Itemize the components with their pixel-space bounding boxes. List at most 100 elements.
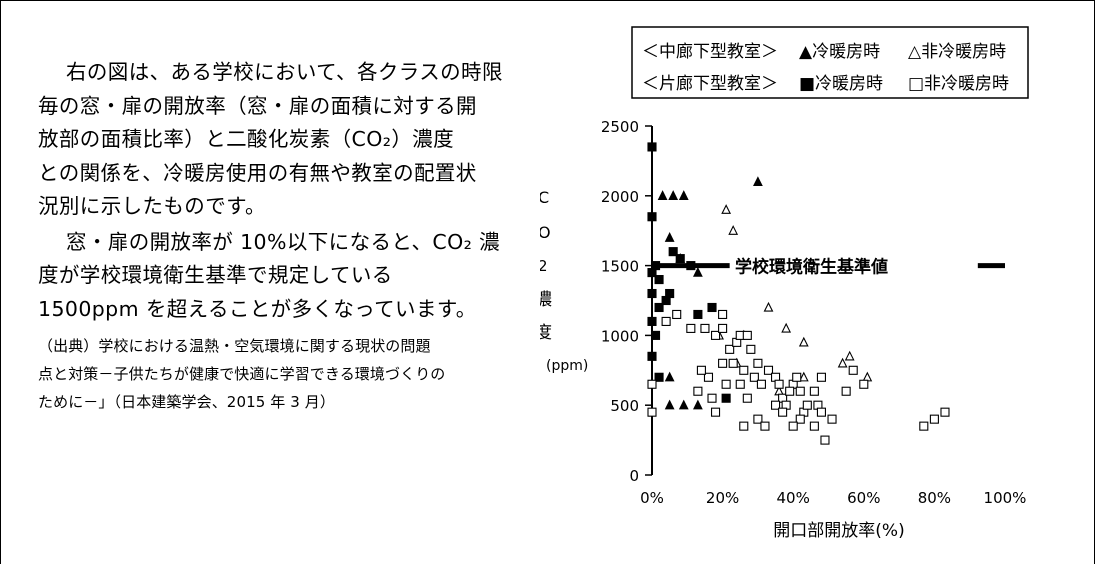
data-point-square-filled: [647, 212, 657, 222]
paragraph-2-line-2: 度が学校環境衛生基準で規定している: [38, 263, 393, 287]
data-point-square-filled: [650, 330, 661, 340]
scatter-chart: ＜中廊下型教室＞ ▲冷暖房時 △非冷暖房時 ＜片廊下型教室＞ ■冷暖房時 □非冷…: [540, 26, 1029, 541]
data-point-triangle-open: [763, 301, 774, 312]
data-point-square-open: [710, 330, 721, 340]
data-point-square-open: [795, 386, 805, 396]
paragraph-2-line-3: 1500ppm を超えることが多くなっています。: [38, 296, 477, 321]
data-point-square-open: [771, 400, 781, 410]
data-point-square-filled: [650, 261, 661, 271]
data-point-square-open: [763, 365, 774, 375]
data-point-square-filled: [647, 142, 657, 152]
data-point-square-filled: [675, 254, 685, 264]
data-point-triangle-filled: [657, 190, 668, 200]
legend-item-triangle-open: △非冷暖房時: [908, 42, 1006, 62]
y-tick-label: 2500: [601, 118, 639, 136]
paragraph-1-line-5: 況別に示したものです。: [38, 194, 266, 218]
explanation-text: 右の図は、ある学校において、各クラスの時限 毎の窓・扉の開放率（窓・扉の面積に対…: [38, 56, 558, 416]
data-point-square-open: [703, 372, 714, 382]
data-point-square-open: [753, 414, 763, 424]
legend-group-1: ＜中廊下型教室＞: [642, 42, 778, 62]
data-point-square-filled: [668, 247, 678, 257]
data-point-triangle-filled: [678, 399, 689, 410]
data-point-square-open: [774, 379, 784, 389]
legend-group-2: ＜片廊下型教室＞: [642, 74, 778, 94]
x-tick-label: 0%: [640, 489, 664, 507]
data-point-square-open: [788, 421, 798, 431]
data-point-square-open: [742, 330, 752, 340]
data-point-square-open: [792, 372, 802, 382]
data-point-square-open: [919, 421, 929, 431]
frame-gap: [1, 548, 1094, 564]
y-tick-label: 500: [610, 397, 639, 415]
data-point-square-open: [739, 365, 749, 375]
legend-item-triangle-filled: ▲冷暖房時: [799, 42, 880, 62]
data-point-square-open: [940, 407, 950, 417]
paragraph-2: 窓・扉の開放率が 10%以下になると、CO₂ 濃 度が学校環境衛生基準で規定して…: [38, 226, 558, 327]
source-line-3: ために－」（日本建築学会、2015 年 3 月）: [38, 393, 335, 411]
data-point-square-open: [760, 421, 770, 431]
data-point-square-open: [859, 379, 869, 389]
data-point-square-open: [746, 344, 756, 354]
paragraph-1-line-3: 放部の面積比率）と二酸化炭素（CO₂）濃度: [38, 127, 455, 151]
data-point-square-open: [785, 386, 795, 396]
data-point-triangle-open: [728, 225, 739, 235]
data-point-square-open: [802, 400, 812, 410]
data-point-triangle-filled: [678, 190, 689, 200]
legend: ＜中廊下型教室＞ ▲冷暖房時 △非冷暖房時 ＜片廊下型教室＞ ■冷暖房時 □非冷…: [631, 26, 1029, 99]
data-point-square-open: [753, 358, 763, 368]
x-tick-label: 40%: [777, 489, 810, 507]
data-point-square-open: [795, 414, 805, 424]
data-point-triangle-open: [844, 350, 855, 361]
x-tick-label: 100%: [984, 489, 1027, 507]
data-point-square-open: [700, 323, 710, 333]
data-point-square-open: [827, 414, 837, 424]
x-tick-label: 80%: [918, 489, 951, 507]
paragraph-1: 右の図は、ある学校において、各クラスの時限 毎の窓・扉の開放率（窓・扉の面積に対…: [38, 56, 558, 224]
data-point-triangle-filled: [664, 399, 675, 410]
data-point-square-filled: [647, 316, 657, 326]
y-axis-title: C O 2 濃 度 (ppm): [540, 188, 588, 374]
data-point-square-open: [693, 386, 703, 396]
data-point-square-filled: [654, 372, 664, 382]
data-point-square-open: [848, 365, 858, 375]
reference-line-label: 学校環境衛生基準値: [735, 257, 888, 278]
data-point-square-open: [749, 372, 759, 382]
data-point-square-open: [647, 379, 657, 389]
y-tick-label: 1500: [601, 258, 639, 276]
y-label-char-2: 2: [540, 257, 548, 275]
data-point-triangle-filled: [664, 232, 675, 242]
data-point-square-open: [728, 358, 738, 368]
data-point-triangle-open: [798, 336, 809, 347]
source-line-2: 点と対策－子供たちが健康で快適に学習できる環境づくりの: [38, 365, 446, 383]
y-label-char-o: O: [540, 223, 551, 242]
data-point-triangle-open: [837, 357, 848, 368]
data-point-square-open: [778, 407, 788, 417]
data-point-triangle-filled: [753, 176, 763, 186]
data-point-triangle-open: [721, 204, 732, 214]
data-point-square-open: [710, 407, 721, 417]
legend-item-square-open: □非冷暖房時: [908, 74, 1009, 94]
paragraph-1-line-1: 右の図は、ある学校において、各クラスの時限: [66, 60, 503, 84]
data-point-square-open: [735, 379, 745, 389]
data-point-square-filled: [654, 275, 664, 285]
data-point-square-open: [707, 393, 717, 403]
data-point-triangle-filled: [664, 371, 675, 382]
source-citation: （出典）学校における温熱・空気環境に関する現状の問題 点と対策－子供たちが健康で…: [38, 332, 558, 416]
data-point-square-open: [929, 414, 939, 424]
data-point-triangle-filled: [693, 399, 703, 410]
data-point-square-filled: [665, 288, 675, 299]
data-point-triangle-open: [781, 322, 792, 333]
data-point-square-open: [661, 316, 671, 326]
data-point-square-open: [686, 323, 696, 333]
data-point-square-open: [672, 309, 682, 320]
legend-box: [631, 26, 1029, 99]
data-point-square-filled: [647, 288, 657, 299]
data-point-square-open: [841, 386, 851, 396]
data-point-square-filled: [686, 261, 696, 271]
x-tick-label: 20%: [706, 489, 739, 507]
x-axis-title: 開口部開放率(%): [773, 521, 904, 541]
data-point-square-open: [816, 372, 826, 382]
data-point-triangle-filled: [668, 190, 679, 200]
data-point-square-open: [718, 323, 728, 333]
y-label-char-c: C: [540, 188, 549, 207]
